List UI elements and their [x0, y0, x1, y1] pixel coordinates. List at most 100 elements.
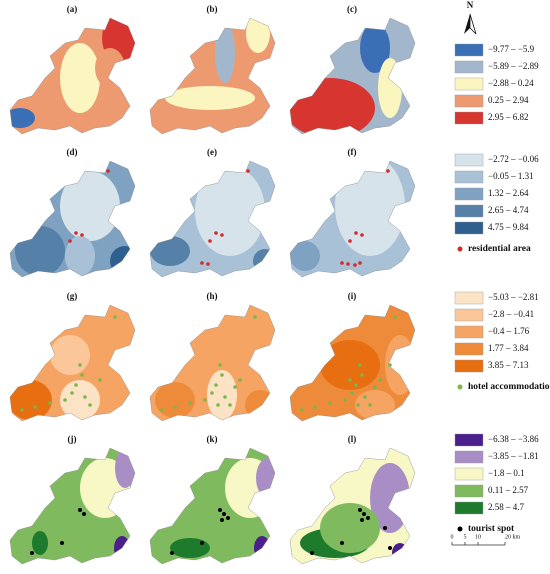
zone — [320, 340, 380, 390]
poi-dot — [173, 405, 177, 409]
poi-dot — [228, 403, 232, 407]
poi-dot — [68, 239, 72, 243]
zone — [155, 382, 195, 418]
map-panel — [149, 304, 276, 422]
poi-dot — [203, 398, 207, 402]
poi-dot — [313, 405, 317, 409]
poi-dot — [33, 405, 37, 409]
map-outline — [149, 17, 276, 135]
poi-dot — [353, 263, 357, 267]
poi-dot — [362, 512, 366, 516]
zone — [245, 390, 275, 420]
map-outline — [289, 304, 416, 422]
poi-dot — [30, 551, 34, 555]
poi-dot — [74, 231, 78, 235]
legend-swatch — [454, 60, 484, 74]
poi-dot — [368, 403, 372, 407]
legend-label: 2.58 – 4.7 — [488, 502, 525, 512]
poi-dot — [82, 512, 86, 516]
map-outline — [149, 304, 276, 422]
legend-label: −5.89 – −2.89 — [488, 61, 539, 71]
legend-dot — [457, 384, 463, 390]
poi-dot — [340, 541, 344, 545]
map-panel — [289, 447, 416, 565]
scale-label: 20 km — [505, 534, 521, 540]
poi-dot — [363, 395, 367, 399]
legend-swatch — [454, 342, 484, 356]
poi-dot — [98, 378, 102, 382]
poi-dot — [346, 262, 350, 266]
map-panel — [149, 160, 276, 278]
poi-dot — [80, 373, 84, 377]
legend-label: 2.65 – 4.74 — [488, 205, 529, 215]
zone — [95, 48, 125, 88]
poi-dot — [343, 398, 347, 402]
map-outline — [149, 160, 276, 278]
north-label: N — [467, 0, 474, 10]
legend-swatch — [454, 170, 484, 184]
legend-swatch — [454, 77, 484, 91]
map-fill — [150, 18, 275, 134]
legend-swatch — [454, 501, 484, 515]
zone — [60, 43, 100, 113]
poi-dot — [210, 391, 214, 395]
poi-dot — [74, 383, 78, 387]
poi-dot — [238, 378, 242, 382]
poi-dot — [200, 541, 204, 545]
legend-label: 4.75 – 9.84 — [488, 222, 529, 232]
poi-dot — [366, 516, 370, 520]
zone — [50, 335, 90, 375]
poi-dot — [354, 231, 358, 235]
legend-marker-label: residential area — [468, 244, 531, 254]
panel-label: (c) — [347, 4, 357, 14]
legend-dot — [457, 246, 463, 252]
legend-marker-label: hotel accommodation — [468, 382, 550, 392]
poi-dot — [88, 403, 92, 407]
panel-label: (l) — [348, 434, 357, 444]
map-fill — [150, 448, 275, 564]
map-outline — [9, 447, 136, 565]
poi-dot — [78, 363, 82, 367]
legend-label: 3.85 – 7.13 — [488, 360, 529, 370]
map-outline — [289, 160, 416, 278]
legend-label: −0.4 – 1.76 — [488, 326, 530, 336]
zone — [378, 58, 402, 118]
panel-label: (d) — [67, 147, 78, 157]
map-panel — [289, 17, 416, 135]
poi-dot — [386, 169, 390, 173]
poi-dot — [20, 408, 24, 412]
zone — [10, 380, 52, 420]
poi-dot — [220, 233, 224, 237]
panel-label: (h) — [207, 291, 218, 301]
zone — [10, 108, 35, 128]
panel-label: (b) — [207, 4, 218, 14]
scale-label: 0 — [451, 534, 454, 540]
scale-label: 5 — [464, 534, 467, 540]
legend-label: −9.77 – −5.9 — [488, 44, 535, 54]
zone — [360, 23, 390, 73]
panel-label: (a) — [67, 4, 78, 14]
map-outline — [289, 447, 416, 565]
poi-dot — [63, 398, 67, 402]
poi-dot — [393, 315, 397, 319]
map-fill — [290, 161, 415, 277]
poi-dot — [223, 395, 227, 399]
legend-swatch — [454, 204, 484, 218]
poi-dot — [170, 551, 174, 555]
poi-dot — [48, 401, 52, 405]
poi-dot — [70, 391, 74, 395]
poi-dot — [222, 512, 226, 516]
map-fill — [10, 18, 135, 134]
poi-dot — [358, 363, 362, 367]
zone — [256, 458, 275, 498]
poi-dot — [373, 385, 377, 389]
poi-dot — [378, 378, 382, 382]
map-outline — [289, 17, 416, 135]
poi-dot — [106, 169, 110, 173]
legend-swatch — [454, 94, 484, 108]
poi-dot — [220, 373, 224, 377]
poi-dot — [80, 233, 84, 237]
zone — [335, 161, 405, 256]
legend-label: −5.03 – −2.81 — [488, 292, 539, 302]
legend-swatch — [454, 111, 484, 125]
